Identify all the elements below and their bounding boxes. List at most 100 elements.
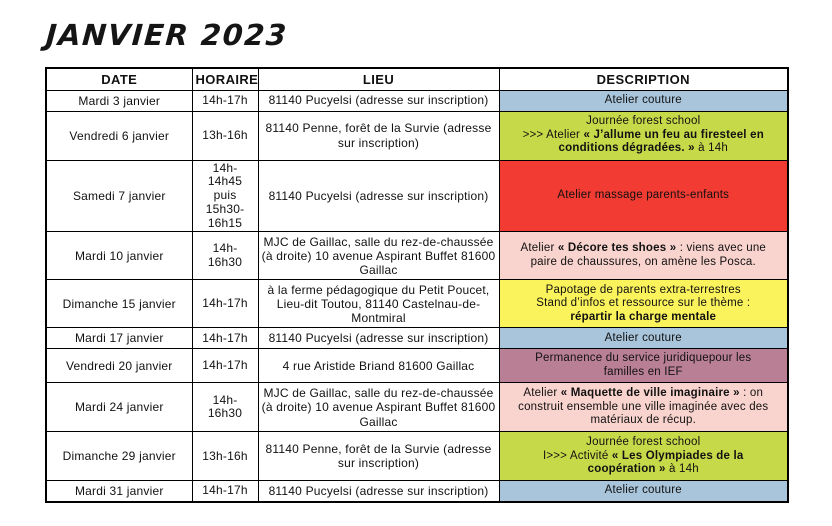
description-line: Papotage de parents extra-terrestres — [503, 284, 785, 298]
description-segment: : viens avec une — [676, 242, 767, 255]
description-cell: Journée forest school I>>> Activité « Les… — [498, 431, 789, 482]
table-row: Vendredi 20 janvier 14h-17h 4 rue Aristide… — [45, 348, 789, 384]
description-segment: répartir la charge mentale — [570, 310, 717, 323]
description-segment: à 14h — [694, 142, 728, 155]
schedule-table-body: Mardi 3 janvier 14h-17h 81140 Pucyelsi (ad… — [45, 89, 789, 503]
description-segment: « J’allume un feu au firesteel en — [583, 128, 764, 141]
schedule-table: DATE HORAIRE LIEU DESCRIPTION Mardi 3 ja… — [45, 67, 789, 503]
table-header-row: DATE HORAIRE LIEU DESCRIPTION — [45, 67, 789, 91]
description-line: coopération » à 14h — [503, 463, 785, 477]
description-line: construit ensemble une ville imaginée av… — [503, 401, 785, 415]
lieu-cell: 81140 Penne, forêt de la Survie (adresse… — [257, 431, 500, 482]
description-line: conditions dégradées. » à 14h — [503, 142, 785, 156]
description-line: Atelier couture — [503, 94, 785, 108]
description-segment: à 14h — [665, 463, 699, 476]
table-row: Mardi 17 janvier 14h-17h 81140 Pucyelsi (a… — [45, 327, 789, 350]
description-segment: « Les Olympiades de la — [611, 449, 744, 462]
description-segment: Papotage de parents extra-terrestres — [545, 283, 741, 296]
description-line: Stand d’infos et ressource sur le thème … — [503, 297, 785, 311]
column-header-lieu: LIEU — [257, 67, 500, 91]
table-row: Dimanche 29 janvier 13h-16h 81140 Penne, f… — [45, 431, 789, 482]
description-segment: >>> Atelier — [522, 128, 584, 141]
date-cell: Dimanche 29 janvier — [45, 431, 193, 482]
column-header-date: DATE — [45, 67, 193, 91]
horaire-cell: 14h-17h — [191, 327, 259, 350]
description-segment: « Maquette de ville imaginaire » — [560, 387, 740, 400]
description-line: I>>> Activité « Les Olympiades de la — [503, 450, 785, 464]
date-cell: Dimanche 15 janvier — [45, 279, 193, 329]
date-cell: Mardi 24 janvier — [45, 382, 193, 433]
description-cell: Permanence du service juridiquepour les f… — [498, 348, 789, 384]
description-segment: conditions dégradées. » — [558, 142, 695, 155]
description-segment: Stand d’infos et ressource sur le thème … — [536, 297, 751, 310]
description-line: Atelier « Maquette de ville imaginaire »… — [503, 387, 785, 401]
description-segment: Atelier — [523, 387, 561, 400]
horaire-cell: 14h-16h30 — [191, 382, 259, 433]
date-cell: Samedi 7 janvier — [45, 159, 193, 233]
description-segment: « Décore tes shoes » — [557, 242, 677, 255]
description-segment: Atelier — [520, 242, 558, 255]
horaire-cell: 14h-17h — [191, 279, 259, 329]
description-segment: : on — [739, 387, 764, 400]
description-cell: Atelier couture — [498, 480, 789, 503]
horaire-cell: 14h-14h45 puis 15h30-16h15 — [191, 159, 259, 233]
description-line: Atelier « Décore tes shoes » : viens ave… — [503, 242, 785, 256]
description-cell: Atelier couture — [498, 327, 789, 350]
table-row: Dimanche 15 janvier 14h-17h à la ferme péd… — [45, 279, 789, 329]
description-line: Permanence du service juridiquepour les — [503, 352, 785, 366]
horaire-cell: 14h-16h30 — [191, 231, 259, 281]
description-segment: matériaux de récup. — [590, 414, 696, 427]
description-cell: Atelier couture — [498, 89, 789, 112]
description-segment: Atelier couture — [604, 484, 682, 497]
description-segment: Atelier massage parents-enfants — [557, 189, 730, 202]
description-line: >>> Atelier « J’allume un feu au fireste… — [503, 129, 785, 143]
horaire-cell: 14h-17h — [191, 480, 259, 503]
table-row: Mardi 10 janvier 14h-16h30 MJC de Gaillac,… — [45, 231, 789, 281]
description-line: Journée forest school — [503, 115, 785, 129]
description-line: Journée forest school — [503, 436, 785, 450]
description-segment: coopération » — [587, 463, 666, 476]
lieu-cell: à la ferme pédagogique du Petit Poucet, … — [257, 279, 500, 329]
lieu-cell: 81140 Pucyelsi (adresse sur inscription) — [257, 327, 500, 350]
table-row: Vendredi 6 janvier 13h-16h 81140 Penne, fo… — [45, 110, 789, 161]
page-title: JANVIER 2023 — [44, 18, 289, 52]
description-segment: Atelier couture — [604, 93, 682, 106]
date-cell: Vendredi 20 janvier — [45, 348, 193, 384]
description-cell: Journée forest school >>> Atelier « J’all… — [498, 110, 789, 161]
description-segment: familles en IEF — [603, 365, 683, 378]
description-line: Atelier couture — [503, 332, 785, 346]
description-cell: Atelier « Maquette de ville imaginaire »… — [498, 382, 789, 433]
description-line: répartir la charge mentale — [503, 311, 785, 325]
lieu-cell: 81140 Pucyelsi (adresse sur inscription) — [257, 159, 500, 233]
table-row: Mardi 31 janvier 14h-17h 81140 Pucyelsi (a… — [45, 480, 789, 503]
description-segment: Journée forest school — [586, 436, 701, 449]
description-segment: Permanence du service juridiquepour les — [535, 352, 752, 365]
description-line: Atelier massage parents-enfants — [503, 189, 785, 203]
description-cell: Atelier massage parents-enfants — [498, 159, 789, 233]
date-cell: Vendredi 6 janvier — [45, 110, 193, 161]
lieu-cell: 4 rue Aristide Briand 81600 Gaillac — [257, 348, 500, 384]
description-line: paire de chaussures, on amène les Posca. — [503, 256, 785, 270]
lieu-cell: MJC de Gaillac, salle du rez-de-chaussée… — [257, 231, 500, 281]
table-row: Mardi 24 janvier 14h-16h30 MJC de Gaillac,… — [45, 382, 789, 433]
column-header-horaire: HORAIRE — [191, 67, 259, 91]
date-cell: Mardi 10 janvier — [45, 231, 193, 281]
description-segment: paire de chaussures, on amène les Posca. — [530, 255, 756, 268]
horaire-cell: 14h-17h — [191, 348, 259, 384]
description-line: familles en IEF — [503, 366, 785, 380]
horaire-cell: 13h-16h — [191, 110, 259, 161]
date-cell: Mardi 3 janvier — [45, 89, 193, 112]
description-line: Atelier couture — [503, 484, 785, 498]
date-cell: Mardi 31 janvier — [45, 480, 193, 503]
description-line: matériaux de récup. — [503, 414, 785, 428]
horaire-cell: 13h-16h — [191, 431, 259, 482]
table-row: Mardi 3 janvier 14h-17h 81140 Pucyelsi (ad… — [45, 89, 789, 112]
horaire-cell: 14h-17h — [191, 89, 259, 112]
table-row: Samedi 7 janvier 14h-14h45 puis 15h30-16h… — [45, 159, 789, 233]
description-segment: construit ensemble une ville imaginée av… — [518, 400, 769, 413]
description-segment: Journée forest school — [586, 115, 701, 128]
description-segment: I>>> Activité — [542, 449, 612, 462]
lieu-cell: 81140 Penne, forêt de la Survie (adresse… — [257, 110, 500, 161]
lieu-cell: 81140 Pucyelsi (adresse sur inscription) — [257, 480, 500, 503]
